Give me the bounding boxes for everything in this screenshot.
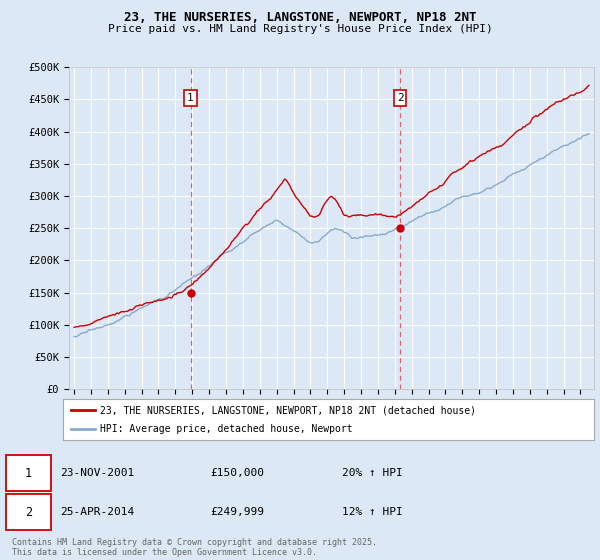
Text: 23, THE NURSERIES, LANGSTONE, NEWPORT, NP18 2NT: 23, THE NURSERIES, LANGSTONE, NEWPORT, N…: [124, 11, 476, 24]
Text: Price paid vs. HM Land Registry's House Price Index (HPI): Price paid vs. HM Land Registry's House …: [107, 24, 493, 34]
Text: 12% ↑ HPI: 12% ↑ HPI: [342, 507, 403, 517]
Text: £150,000: £150,000: [210, 468, 264, 478]
Text: 25-APR-2014: 25-APR-2014: [60, 507, 134, 517]
Text: 2: 2: [25, 506, 32, 519]
Text: 23, THE NURSERIES, LANGSTONE, NEWPORT, NP18 2NT (detached house): 23, THE NURSERIES, LANGSTONE, NEWPORT, N…: [100, 405, 476, 415]
Text: £249,999: £249,999: [210, 507, 264, 517]
Text: HPI: Average price, detached house, Newport: HPI: Average price, detached house, Newp…: [100, 424, 353, 433]
Text: 1: 1: [187, 93, 194, 103]
Text: 20% ↑ HPI: 20% ↑ HPI: [342, 468, 403, 478]
Text: 2: 2: [397, 93, 404, 103]
Text: Contains HM Land Registry data © Crown copyright and database right 2025.
This d: Contains HM Land Registry data © Crown c…: [12, 538, 377, 557]
Text: 1: 1: [25, 466, 32, 480]
Text: 23-NOV-2001: 23-NOV-2001: [60, 468, 134, 478]
